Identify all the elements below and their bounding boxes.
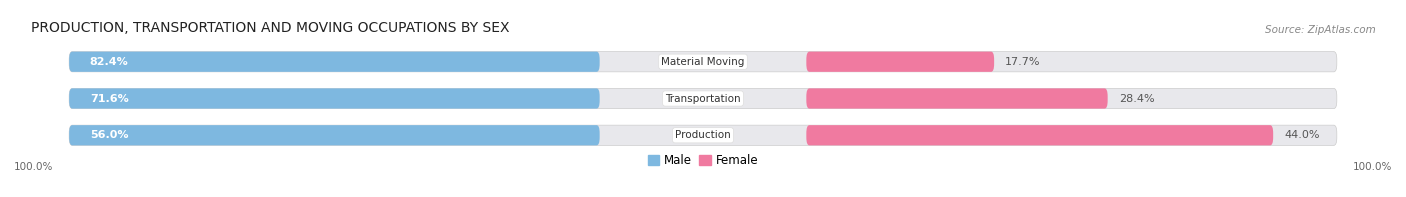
Text: 56.0%: 56.0% xyxy=(90,130,128,140)
Text: Production: Production xyxy=(675,130,731,140)
FancyBboxPatch shape xyxy=(807,125,1274,145)
Text: 44.0%: 44.0% xyxy=(1284,130,1320,140)
FancyBboxPatch shape xyxy=(69,125,1337,145)
FancyBboxPatch shape xyxy=(69,52,599,72)
FancyBboxPatch shape xyxy=(807,52,994,72)
FancyBboxPatch shape xyxy=(69,88,1337,109)
Text: 100.0%: 100.0% xyxy=(14,163,53,173)
FancyBboxPatch shape xyxy=(69,52,1337,72)
FancyBboxPatch shape xyxy=(69,88,599,109)
Text: Transportation: Transportation xyxy=(665,94,741,103)
Text: Material Moving: Material Moving xyxy=(661,57,745,67)
FancyBboxPatch shape xyxy=(807,88,1108,109)
Text: PRODUCTION, TRANSPORTATION AND MOVING OCCUPATIONS BY SEX: PRODUCTION, TRANSPORTATION AND MOVING OC… xyxy=(31,20,509,34)
Text: 100.0%: 100.0% xyxy=(1353,163,1392,173)
Legend: Male, Female: Male, Female xyxy=(643,150,763,172)
Text: 82.4%: 82.4% xyxy=(90,57,128,67)
Text: 28.4%: 28.4% xyxy=(1119,94,1154,103)
FancyBboxPatch shape xyxy=(69,125,599,145)
Text: 71.6%: 71.6% xyxy=(90,94,128,103)
Text: Source: ZipAtlas.com: Source: ZipAtlas.com xyxy=(1264,24,1375,34)
Text: 17.7%: 17.7% xyxy=(1005,57,1040,67)
